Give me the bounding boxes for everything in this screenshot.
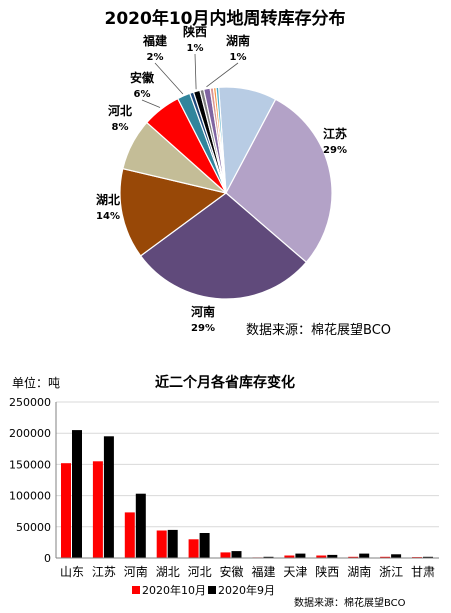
bar-y-tick-label: 50000	[16, 521, 51, 534]
pie-slice-label: 福建	[142, 33, 168, 48]
bar-chart: 单位：吨 近二个月各省库存变化 0 50000 100000 150000 200000…	[9, 374, 439, 609]
bar-y-tick-label: 200000	[9, 427, 51, 440]
bar-y-tick-label: 250000	[9, 396, 51, 409]
pie-leader-line	[154, 62, 184, 95]
bar-x-tick-label: 陕西	[315, 564, 339, 579]
bar-x-tick-label: 安徽	[219, 564, 243, 579]
bar-sep	[135, 493, 146, 558]
pie-slice-label: 河北	[107, 103, 132, 118]
pie-slice-percent: 29%	[191, 323, 215, 334]
bar-x-tick-label: 江苏	[92, 565, 116, 579]
bar-x-tick-label: 河北	[188, 565, 212, 579]
bar-sep	[72, 430, 82, 558]
bar-oct	[124, 512, 135, 558]
bar-x-tick-label: 山东	[60, 565, 84, 579]
bar-oct	[156, 530, 167, 558]
legend-label: 2020年9月	[218, 583, 275, 597]
pie-slice-percent: 1%	[187, 43, 204, 54]
pie-slice-percent: 29%	[323, 145, 347, 156]
legend-swatch	[208, 586, 216, 594]
pie-source: 数据来源：棉花展望BCO	[246, 322, 391, 338]
bar-sep	[423, 556, 433, 558]
pie-slice-label: 河南	[190, 304, 215, 319]
pie-slice	[225, 98, 333, 264]
pie-slices	[119, 86, 333, 300]
bar-bars	[61, 430, 433, 558]
bar-x-tick-label: 湖南	[347, 564, 371, 579]
pie-slice-percent: 8%	[112, 122, 129, 133]
bar-unit-label: 单位：吨	[12, 375, 60, 390]
pie-slice-percent: 14%	[96, 211, 120, 222]
pie-slice-percent: 2%	[147, 52, 164, 63]
legend-swatch	[132, 586, 140, 594]
pie-leader-line	[206, 62, 239, 88]
pie-slice-label: 湖南	[226, 33, 250, 48]
pie-slice-label: 安徽	[130, 70, 155, 85]
bar-sep	[327, 554, 338, 558]
bar-oct	[284, 555, 295, 558]
bar-sep	[103, 436, 114, 558]
bar-title: 近二个月各省库存变化	[155, 374, 295, 391]
bar-sep	[359, 553, 370, 558]
bar-legend: 2020年10月 2020年9月	[132, 583, 275, 597]
pie-leader-line	[141, 99, 161, 108]
bar-y-tick-label: 150000	[9, 458, 51, 471]
bar-sep	[391, 554, 402, 558]
bar-oct	[220, 552, 231, 558]
pie-slice	[215, 86, 227, 194]
bar-oct	[380, 556, 391, 558]
bar-x-tick-label: 甘肃	[411, 565, 435, 579]
bar-x-tick-label: 天津	[283, 565, 307, 579]
bar-y-tick-label: 0	[44, 552, 51, 565]
pie-leader-line	[194, 53, 197, 90]
bar-oct	[316, 555, 327, 558]
pie-labels: 江苏 29% 河南 29% 湖北 14% 河北 8% 安徽 6% 福建 2% 陕西 1% 湖南 1%	[96, 24, 347, 334]
bar-x-tick-label: 湖北	[156, 564, 180, 579]
bar-oct	[188, 539, 199, 558]
pie-slice-percent: 1%	[230, 52, 247, 63]
pie-slice-label: 陕西	[183, 24, 207, 39]
bar-x-tick-label: 浙江	[379, 565, 403, 579]
bar-source: 数据来源：棉花展望BCO	[294, 596, 406, 609]
pie-slice-label: 江苏	[323, 126, 347, 141]
bar-oct	[348, 556, 359, 558]
bar-x-tick-label: 福建	[251, 564, 275, 579]
bar-y-tick-label: 100000	[9, 490, 51, 503]
pie-slice-percent: 6%	[134, 89, 151, 100]
pie-slice	[139, 192, 308, 300]
pie-chart: 2020年10月内地周转库存分布 江苏 29% 河南 29% 湖北 14% 河北 8% 安徽 6%…	[96, 8, 391, 338]
bar-sep	[199, 533, 210, 558]
pie-title: 2020年10月内地周转库存分布	[105, 8, 346, 29]
bar-sep	[231, 551, 242, 558]
pie-slice-label: 湖北	[96, 192, 120, 207]
bar-sep	[263, 556, 274, 558]
bar-sep	[295, 553, 306, 558]
pie-slice	[119, 167, 228, 257]
bar-oct	[92, 461, 103, 558]
bar-oct	[61, 463, 71, 558]
bar-x-axis: 山东 江苏 河南 湖北 河北 安徽 福建 天津 陕西 湖南 浙江 甘肃	[56, 557, 439, 579]
bar-x-tick-label: 河南	[124, 564, 148, 579]
legend-label: 2020年10月	[142, 583, 206, 597]
bar-sep	[167, 529, 178, 558]
bar-y-axis: 0 50000 100000 150000 200000 250000	[9, 396, 57, 565]
